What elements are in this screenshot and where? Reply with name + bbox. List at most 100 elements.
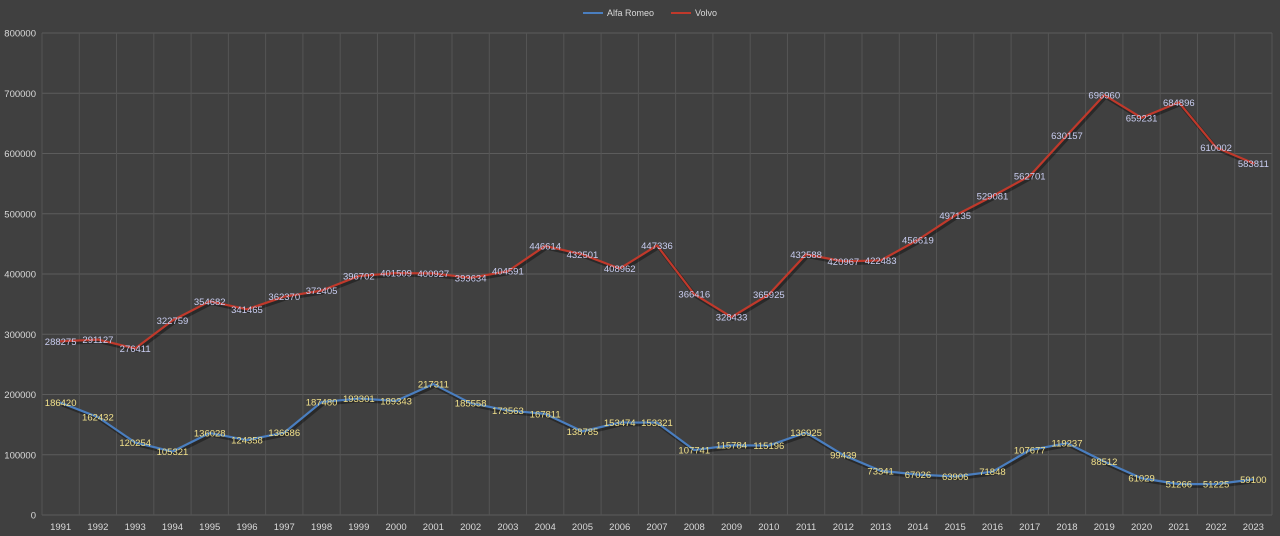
x-tick-label: 1997 [274, 522, 295, 533]
x-tick-label: 2013 [870, 522, 891, 533]
data-label: 119237 [1052, 439, 1083, 450]
data-label: 404591 [492, 267, 524, 278]
series-line-alfa-romeo [59, 382, 1255, 486]
data-label: 173563 [492, 406, 524, 417]
data-label-layer: 186420 162432 120254 105321 136028 124358 1366… [45, 91, 1269, 491]
data-label: 684896 [1163, 98, 1195, 109]
x-tick-label: 2015 [945, 522, 966, 533]
x-tick-label: 2004 [535, 522, 556, 533]
data-label: 446614 [529, 241, 561, 252]
data-label: 401509 [380, 269, 412, 280]
data-label: 115784 [716, 441, 747, 452]
data-label: 136686 [268, 428, 300, 439]
x-tick-label: 2021 [1168, 522, 1189, 533]
data-label: 630157 [1051, 131, 1083, 142]
x-tick-label: 2023 [1243, 522, 1264, 533]
data-label: 362370 [268, 292, 300, 303]
data-label: 366416 [678, 290, 710, 301]
x-tick-label: 2017 [1019, 522, 1040, 533]
data-label: 115196 [753, 441, 784, 452]
x-tick-label: 2016 [982, 522, 1003, 533]
data-label: 185558 [455, 399, 487, 410]
data-label: 354682 [194, 297, 226, 308]
data-label: 73341 [867, 466, 893, 477]
data-label: 400927 [418, 269, 450, 280]
data-label: 432501 [567, 250, 599, 261]
legend-label: Alfa Romeo [607, 8, 654, 18]
x-tick-label: 1996 [236, 522, 257, 533]
data-label: 167811 [530, 409, 561, 420]
data-label: 51266 [1166, 480, 1192, 491]
data-label: 288275 [45, 337, 77, 348]
data-label: 193301 [343, 394, 375, 405]
x-tick-label: 1992 [87, 522, 108, 533]
data-label: 217311 [418, 380, 449, 391]
y-tick-label: 800000 [4, 29, 36, 40]
x-tick-label: 2000 [386, 522, 407, 533]
data-label: 529081 [977, 192, 1009, 203]
data-label: 59100 [1240, 475, 1266, 486]
data-label: 393634 [455, 273, 487, 284]
data-label: 432588 [790, 250, 822, 261]
x-tick-label: 1998 [311, 522, 332, 533]
data-label: 138785 [567, 427, 599, 438]
x-tick-label: 2002 [460, 522, 481, 533]
data-label: 422483 [865, 256, 897, 267]
data-label: 107741 [678, 446, 710, 457]
data-label: 328433 [716, 313, 748, 324]
legend-label: Volvo [695, 8, 717, 18]
data-label: 162432 [82, 413, 114, 424]
data-label: 71848 [979, 467, 1005, 478]
data-label: 659231 [1126, 113, 1158, 124]
x-tick-label: 2005 [572, 522, 593, 533]
data-label: 365925 [753, 290, 785, 301]
data-label: 583811 [1238, 159, 1269, 170]
x-tick-label: 2018 [1056, 522, 1077, 533]
x-tick-label: 2014 [907, 522, 928, 533]
data-label: 51225 [1203, 480, 1229, 491]
x-tick-label: 1999 [348, 522, 369, 533]
data-label: 61029 [1128, 474, 1154, 485]
y-tick-label: 500000 [4, 209, 36, 220]
x-tick-label: 1995 [199, 522, 220, 533]
data-label: 124358 [231, 436, 263, 447]
x-tick-label: 1993 [125, 522, 146, 533]
x-tick-label: 2011 [796, 522, 816, 533]
y-tick-label: 300000 [4, 330, 36, 341]
y-tick-label: 100000 [4, 450, 36, 461]
data-label: 396702 [343, 271, 375, 282]
data-label: 562701 [1014, 171, 1046, 182]
data-label: 67026 [905, 470, 931, 481]
series-layer [59, 93, 1256, 488]
x-tick-label: 2006 [609, 522, 630, 533]
data-label: 456619 [902, 235, 934, 246]
data-label: 447336 [641, 241, 673, 252]
data-label: 696960 [1088, 91, 1120, 102]
x-tick-label: 2022 [1206, 522, 1227, 533]
y-tick-label: 0 [31, 511, 36, 522]
x-tick-label: 2008 [684, 522, 705, 533]
x-tick-label: 2001 [423, 522, 444, 533]
data-label: 136028 [194, 429, 226, 440]
data-label: 88512 [1091, 457, 1117, 468]
legend: Alfa Romeo Volvo [583, 8, 717, 18]
data-label: 322759 [157, 316, 189, 327]
y-tick-label: 600000 [4, 149, 36, 160]
data-label: 291127 [82, 335, 113, 346]
x-tick-label: 1991 [50, 522, 71, 533]
data-label: 610002 [1200, 143, 1232, 154]
data-label: 276411 [120, 344, 151, 355]
data-label: 99439 [830, 451, 856, 462]
x-tick-label: 2012 [833, 522, 854, 533]
data-label: 153474 [604, 418, 636, 429]
x-tick-label: 2020 [1131, 522, 1152, 533]
data-label: 341465 [231, 305, 263, 316]
y-tick-label: 700000 [4, 89, 36, 100]
data-label: 372405 [306, 286, 338, 297]
x-tick-label: 2007 [646, 522, 667, 533]
data-label: 497135 [939, 211, 971, 222]
x-tick-label: 1994 [162, 522, 183, 533]
x-tick-label: 2010 [758, 522, 779, 533]
